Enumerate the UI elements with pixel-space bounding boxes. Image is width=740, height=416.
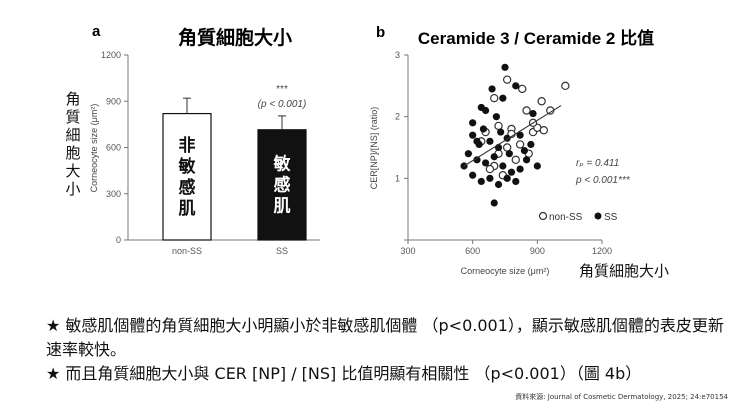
panel-b-xlabel-zh: 角質細胞大小 [579, 262, 669, 280]
point-SS [497, 128, 505, 136]
point-SS [505, 150, 513, 158]
panel-a-pvalue: (p < 0.001) [258, 99, 307, 110]
panel-b-r-annotation: rₚ = 0.411 [576, 158, 619, 169]
point-non-SS [561, 81, 570, 91]
panel-a-letter: a [92, 23, 101, 40]
point-SS [486, 174, 494, 182]
point-SS [490, 199, 498, 207]
panel-a-ylabel-zh-text: 角質細胞大小 [65, 91, 80, 198]
panel-b-trend [463, 105, 562, 167]
panel-a-bar-label: 非敏感肌 [178, 135, 196, 218]
point-non-SS [522, 106, 531, 115]
point-SS [527, 140, 535, 149]
point-SS [486, 137, 494, 145]
point-SS [477, 177, 485, 186]
panel-a-bar-SS [257, 129, 307, 241]
point-SS [482, 106, 490, 115]
panel-a-title: 角質細胞大小 [178, 26, 292, 49]
panel-b-xtick-label: 1200 [592, 246, 612, 256]
point-SS [501, 63, 509, 71]
point-SS [512, 82, 520, 90]
figure-canvas: a 角質細胞大小 Corneocyte size (μm²) 角質細胞大小 0 3… [65, 23, 669, 280]
point-SS [494, 180, 503, 189]
bullet-1: ★ 敏感肌個體的角質細胞大小明顯小於非敏感肌個體 （p<0.001），顯示敏感肌… [46, 316, 724, 359]
panel-a: a 角質細胞大小 Corneocyte size (μm²) 角質細胞大小 0 3… [65, 23, 320, 256]
point-SS [492, 113, 500, 121]
source-citation: 資料來源: Journal of Cosmetic Dermatology, 2… [515, 393, 728, 401]
panel-b-xtick-label: 600 [465, 246, 480, 256]
point-non-SS [537, 97, 546, 106]
panel-a-ytick-label: 1200 [101, 50, 121, 60]
point-SS [464, 150, 472, 158]
point-SS [516, 131, 524, 139]
panel-a-ytick-label: 900 [106, 96, 121, 106]
summary-text: ★ 敏感肌個體的角質細胞大小明顯小於非敏感肌個體 （p<0.001），顯示敏感肌… [46, 314, 726, 386]
point-non-SS [539, 126, 549, 135]
panel-b-trendline [463, 105, 562, 167]
point-non-SS [494, 121, 503, 131]
panel-a-bars: non-SS 非敏感肌 SS 敏感肌 [162, 97, 307, 256]
panel-b-title: Ceramide 3 / Ceramide 2 比值 [418, 28, 654, 48]
panel-a-ytick-label: 0 [116, 235, 121, 245]
panel-b-letter: b [376, 24, 385, 41]
point-non-SS [502, 75, 512, 84]
point-SS [516, 165, 524, 173]
bullet-2: ★ 而且角質細胞大小與 CER [NP] / [NS] 比值明顯有相關性 （p<… [46, 364, 642, 383]
panel-a-ytick-label: 600 [106, 143, 121, 153]
point-non-SS [511, 155, 520, 165]
point-SS [469, 119, 477, 127]
point-non-SS [485, 164, 495, 174]
panel-b-legend: non-SS SS [538, 211, 618, 223]
point-SS [512, 177, 520, 186]
panel-b-ylabel: CER[NP]/[NS] (ratio) [369, 107, 379, 190]
point-non-SS [490, 93, 499, 103]
point-SS [469, 171, 477, 179]
panel-a-ylabel: Corneocyte size (μm²) [89, 104, 99, 193]
panel-a-bar-non-SS [162, 112, 212, 241]
point-SS [473, 156, 481, 164]
panel-b-xlabel: Corneocyte size (μm²) [461, 266, 550, 276]
point-SS [490, 153, 498, 161]
point-SS [499, 94, 507, 102]
legend-label-ss: SS [604, 212, 618, 223]
point-SS [533, 162, 541, 170]
panel-a-ylabel-zh: 角質細胞大小 [65, 91, 80, 198]
panel-b-ytick-label: 1 [395, 173, 400, 183]
panel-a-bar-label: 敏感肌 [273, 153, 291, 215]
point-non-SS [518, 84, 527, 94]
legend-label-non-ss: non-SS [549, 212, 583, 223]
panel-a-xtick-label: SS [276, 246, 288, 256]
panel-a-ytick-label: 300 [106, 189, 121, 199]
panel-b-points [460, 63, 570, 207]
point-SS [473, 137, 481, 145]
point-SS [503, 174, 511, 182]
legend-filled-marker [594, 212, 602, 220]
point-SS [520, 146, 529, 155]
point-SS [482, 159, 490, 167]
point-SS [507, 168, 516, 176]
point-SS [479, 125, 488, 133]
legend-open-marker [538, 211, 548, 221]
panel-b-p-annotation: p < 0.001*** [575, 175, 631, 186]
panel-b-ytick-label: 3 [395, 50, 400, 60]
panel-b-ytick-label: 2 [395, 112, 400, 122]
point-SS [529, 109, 537, 118]
panel-a-xtick-label: non-SS [172, 246, 202, 256]
panel-b-xtick-label: 300 [400, 246, 415, 256]
point-SS [499, 162, 507, 170]
panel-b-axes: 1 2 3 300 600 900 1200 [395, 50, 612, 256]
point-SS [469, 131, 477, 139]
point-SS [522, 156, 531, 164]
panel-a-significance: *** [276, 84, 288, 95]
point-non-SS [515, 140, 525, 149]
panel-b: b Ceramide 3 / Ceramide 2 比值 CER[NP]/[NS… [369, 24, 669, 280]
point-non-SS [502, 143, 512, 152]
point-SS [488, 85, 496, 93]
panel-b-xtick-label: 900 [530, 246, 545, 256]
